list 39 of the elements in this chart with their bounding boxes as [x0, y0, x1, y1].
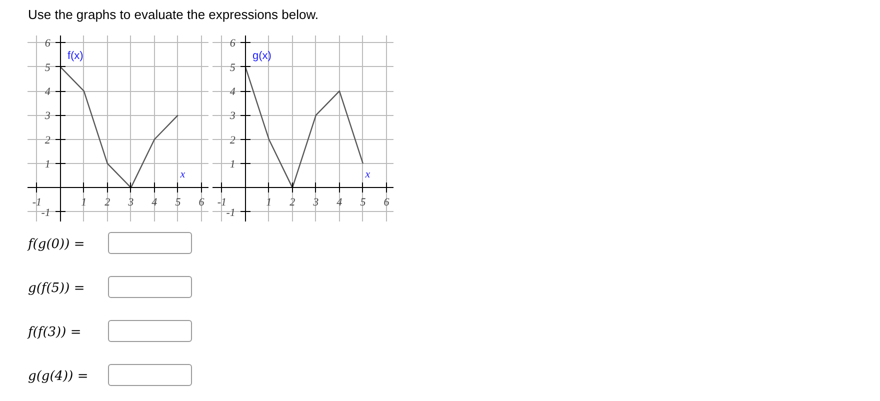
y-tick-label: 4 [44, 86, 51, 98]
x-tick-label: 5 [175, 196, 182, 209]
series-label: g(x) [252, 50, 272, 62]
x-tick-label: -1 [217, 196, 226, 209]
x-tick-label: -1 [32, 196, 42, 209]
x-tick-label: 5 [360, 196, 366, 209]
x-tick-label: 6 [384, 196, 390, 209]
line-series [60, 66, 179, 188]
x-tick-label: 1 [266, 196, 272, 209]
x-tick-label: 3 [312, 196, 320, 209]
x-axis-title: x [179, 168, 186, 180]
y-tick-label: 6 [44, 38, 51, 50]
x-tick-label: 4 [152, 196, 158, 209]
y-tick-label: 3 [228, 110, 236, 122]
y-tick-label: 6 [230, 38, 236, 50]
y-tick-label: -1 [41, 206, 50, 219]
y-tick-label: 5 [44, 62, 51, 74]
y-tick-label: 2 [230, 134, 236, 146]
x-tick-label: 4 [336, 196, 343, 209]
y-tick-label: 4 [230, 86, 236, 98]
x-axis-title: x [364, 168, 370, 180]
chart-title: Use the graphs to evaluate the expressions below. [28, 6, 319, 24]
x-tick-label: 1 [81, 196, 87, 209]
x-tick-label: 2 [290, 196, 296, 209]
y-tick-label: 5 [230, 62, 236, 74]
y-tick-label: 2 [44, 134, 51, 146]
text: g(f(5)) = [28, 280, 85, 298]
text: f(g(0)) = [28, 236, 85, 254]
x-tick-label: 2 [104, 196, 111, 209]
x-tick-label: 3 [127, 196, 134, 209]
y-tick-label: 1 [44, 158, 50, 171]
line-series [244, 66, 364, 188]
series-label: f(x) [67, 50, 84, 62]
text: f(f(3)) = [28, 324, 82, 342]
y-tick-label: 1 [230, 158, 236, 171]
y-tick-label: 3 [44, 110, 51, 122]
text: g(g(4)) = [28, 368, 88, 386]
y-tick-label: -1 [226, 206, 236, 219]
x-tick-label: 6 [198, 196, 205, 209]
